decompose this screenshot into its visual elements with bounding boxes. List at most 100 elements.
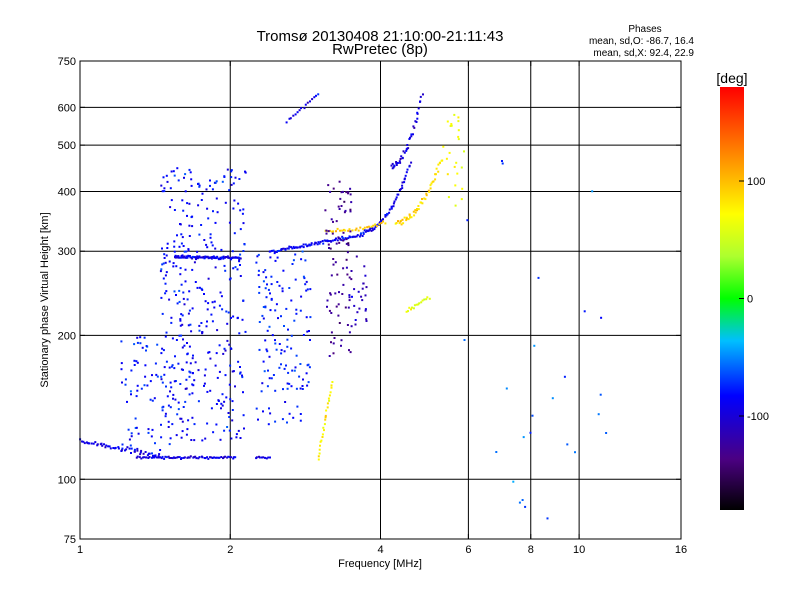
echo-point: [331, 232, 334, 235]
echo-point: [304, 259, 307, 262]
echo-point: [346, 251, 349, 254]
echo-point: [168, 443, 171, 446]
echo-point: [182, 291, 185, 294]
echo-point: [293, 247, 296, 249]
echo-point: [171, 337, 174, 340]
echo-point: [228, 189, 231, 192]
echo-point: [125, 448, 128, 451]
echo-point: [300, 258, 303, 261]
echo-point: [225, 256, 228, 259]
echo-point: [179, 383, 182, 385]
echo-point: [169, 381, 172, 384]
echo-point: [201, 456, 204, 459]
echo-point: [266, 329, 269, 332]
echo-point: [295, 387, 298, 390]
echo-point: [196, 250, 199, 253]
echo-point: [182, 209, 185, 212]
echo-point: [175, 294, 177, 296]
echo-point: [176, 234, 178, 237]
echo-point: [188, 375, 191, 378]
echo-point: [170, 365, 173, 368]
echo-point: [407, 310, 409, 313]
echo-point: [463, 339, 466, 341]
echo-point: [347, 242, 350, 245]
echo-point: [182, 368, 184, 371]
echo-point: [196, 286, 199, 289]
echo-point: [278, 366, 281, 369]
echo-point: [158, 453, 161, 456]
echo-point: [310, 242, 313, 245]
echo-point: [160, 352, 163, 355]
echo-point: [271, 334, 274, 337]
echo-point: [197, 256, 200, 259]
echo-point: [181, 199, 184, 202]
echo-point: [186, 298, 189, 301]
echo-point: [270, 298, 273, 301]
echo-point: [308, 244, 311, 247]
echo-point: [278, 249, 281, 252]
echo-point: [345, 242, 348, 245]
echo-point: [239, 372, 241, 375]
echo-point: [345, 266, 348, 269]
echo-point: [274, 420, 277, 423]
echo-point: [325, 232, 328, 235]
echo-point: [331, 239, 334, 242]
echo-point: [180, 417, 183, 420]
echo-point: [209, 389, 212, 392]
trace-o-mode-low-e-es-trace: [79, 438, 161, 459]
echo-point: [410, 308, 412, 311]
echo-point: [457, 120, 460, 123]
echo-point: [325, 229, 328, 232]
echo-point: [183, 176, 185, 179]
echo-point: [244, 170, 246, 173]
echo-point: [276, 256, 279, 259]
echo-point: [522, 436, 525, 439]
echo-point: [282, 269, 285, 272]
echo-point: [288, 382, 291, 385]
echo-point: [182, 456, 185, 459]
echo-point: [188, 255, 191, 257]
echo-point: [195, 258, 197, 261]
echo-point: [198, 286, 201, 289]
echo-point: [437, 163, 440, 166]
echo-point: [188, 168, 191, 171]
echo-point: [191, 268, 194, 271]
echo-point: [309, 100, 311, 103]
echo-point: [349, 208, 352, 211]
echo-point: [269, 309, 272, 312]
echo-point: [269, 456, 271, 459]
echo-point: [396, 193, 399, 196]
echo-point: [230, 347, 233, 350]
echo-point: [133, 448, 136, 451]
echo-point: [393, 164, 396, 167]
echo-point: [330, 331, 333, 334]
echo-point: [357, 290, 360, 293]
echo-point: [176, 413, 179, 416]
echo-point: [329, 391, 332, 394]
echo-point: [105, 444, 108, 447]
echo-point: [360, 232, 362, 235]
echo-point: [307, 381, 310, 384]
echo-point: [130, 452, 132, 454]
echo-point: [280, 315, 282, 318]
echo-point: [304, 283, 307, 286]
echo-point: [173, 367, 176, 370]
trace-spread-cloud-1-5-2-1-mhz: [159, 167, 247, 442]
echo-point: [219, 438, 222, 441]
echo-point: [337, 236, 340, 239]
echo-point: [126, 446, 129, 449]
echo-point: [371, 227, 374, 230]
echo-point: [215, 180, 218, 183]
echo-point: [160, 436, 163, 439]
echo-point: [181, 314, 184, 317]
echo-point: [221, 256, 224, 259]
echo-point: [220, 295, 223, 298]
echo-point: [304, 243, 307, 246]
echo-point: [339, 229, 341, 232]
trace-f-high-x-mode: [440, 113, 465, 207]
echo-point: [457, 129, 460, 132]
echo-point: [218, 344, 221, 347]
echo-point: [358, 235, 361, 238]
echo-point: [305, 289, 308, 292]
echo-point: [142, 452, 145, 455]
